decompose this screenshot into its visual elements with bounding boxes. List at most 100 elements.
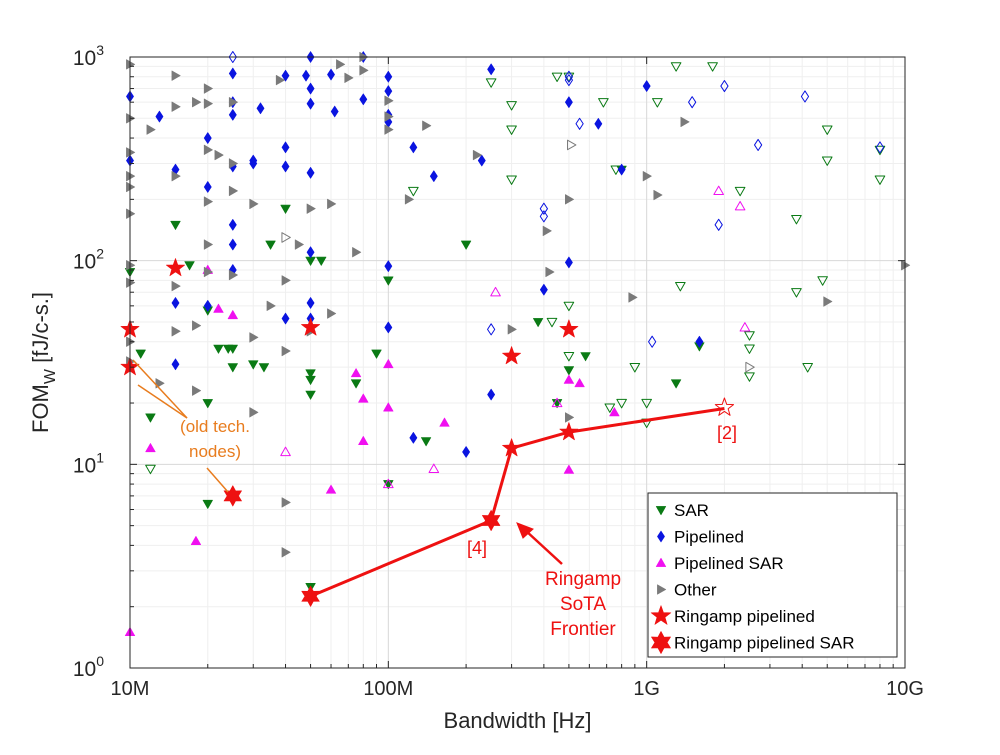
- pipelined-sar-point: [439, 417, 450, 427]
- other-point: [126, 181, 136, 193]
- sar-hollow-point: [744, 331, 755, 341]
- other-point: [472, 149, 482, 161]
- other-point: [344, 72, 354, 83]
- plot-frame: [129, 56, 906, 669]
- sar-hollow-point: [802, 363, 813, 373]
- ref-4-label: [4]: [467, 538, 487, 558]
- y-tick-label: 102: [73, 246, 104, 274]
- other-point: [384, 111, 394, 122]
- other-point: [281, 275, 291, 286]
- sar-point: [316, 256, 327, 266]
- y-tick-label: 100: [73, 653, 104, 681]
- other-point: [422, 120, 432, 131]
- other-point: [214, 149, 224, 161]
- sar-hollow-point: [874, 145, 886, 156]
- other-point: [384, 124, 394, 135]
- sar-hollow-point: [821, 156, 833, 166]
- ringamp-pipelined-point: [301, 317, 321, 336]
- other-point: [281, 345, 291, 357]
- pipelined-point: [281, 312, 290, 325]
- other-point: [266, 300, 276, 311]
- sar-hollow-point: [506, 125, 517, 135]
- sar-hollow-point: [563, 351, 575, 362]
- sar-point: [184, 261, 195, 271]
- sar-point: [202, 399, 213, 409]
- legend-label: Other: [674, 581, 717, 600]
- pipelined-hollow-point: [875, 141, 885, 154]
- pipelined-point: [171, 297, 180, 309]
- other-point: [203, 196, 213, 207]
- pipelined-point: [384, 70, 393, 83]
- sar-point: [371, 349, 382, 359]
- other-point: [203, 144, 213, 155]
- pipelined-point: [539, 283, 548, 296]
- other-point: [249, 332, 259, 343]
- pipelined-point: [409, 431, 418, 444]
- other-point: [171, 326, 181, 337]
- other-point: [384, 95, 394, 106]
- other-point: [126, 208, 136, 219]
- other-point: [327, 308, 337, 319]
- other-point: [146, 124, 156, 135]
- pipelined-sar-hollow-point: [490, 286, 501, 297]
- other-hollow-point: [745, 361, 755, 373]
- pipelined-sar-hollow-point: [739, 322, 751, 332]
- pipelined-hollow-point: [564, 70, 574, 83]
- ringamp-pipelined-point: [166, 258, 185, 277]
- pipelined-point: [487, 63, 496, 76]
- sar-hollow-point: [551, 72, 563, 83]
- other-point: [823, 296, 833, 307]
- legend-label: Ringamp pipelined: [674, 607, 815, 626]
- pipelined-hollow-point: [564, 74, 574, 87]
- sar-hollow-point: [408, 186, 419, 197]
- pipelined-sar-point: [563, 464, 575, 474]
- pipelined-sar-hollow-point: [428, 463, 440, 473]
- legend-layer: SAR Pipelined Pipelined SAR Other Ringamp pi…: [647, 492, 898, 658]
- pipelined-hollow-point: [714, 218, 723, 231]
- other-point: [352, 247, 362, 258]
- other-point: [565, 412, 575, 423]
- old-nodes-leader-line: [137, 384, 188, 419]
- old-nodes-leader-line: [206, 467, 229, 493]
- legend-marker: [655, 506, 667, 516]
- sar-point: [533, 318, 544, 328]
- other-point: [249, 198, 259, 209]
- pipelined-sar-point: [190, 535, 202, 545]
- frontier-point: [301, 585, 320, 607]
- x-tick-label: 10M: [111, 678, 150, 700]
- axes-layer: 10M 100M 1G 10G 100 101 102 103 Bandwidth [Hz] FO…: [28, 42, 924, 733]
- sar-hollow-point: [563, 301, 575, 312]
- old-nodes-label: nodes): [189, 442, 241, 461]
- sar-point: [280, 204, 291, 214]
- other-point: [126, 171, 136, 182]
- other-point: [203, 83, 213, 94]
- sar-point: [248, 360, 259, 370]
- pipelined-point: [330, 105, 339, 118]
- other-point: [542, 225, 552, 237]
- pipelined-sar-point: [213, 303, 224, 313]
- other-point: [171, 70, 181, 81]
- other-hollow-point: [567, 139, 577, 151]
- x-tick-label: 10G: [886, 678, 924, 700]
- other-point: [306, 203, 316, 214]
- other-point: [228, 185, 238, 197]
- pipelined-sar-point: [358, 436, 369, 446]
- legend-marker: [655, 557, 667, 567]
- pipelined-sar-hollow-point: [383, 478, 394, 489]
- sar-hollow-point: [616, 398, 627, 409]
- sar-hollow-point: [506, 175, 517, 185]
- pipelined-sar-point: [383, 402, 394, 412]
- other-point: [294, 239, 304, 250]
- other-point: [336, 59, 346, 70]
- other-point: [171, 281, 181, 292]
- sar-point: [305, 369, 316, 379]
- sar-point: [305, 390, 316, 400]
- pipelined-hollow-point: [487, 323, 496, 336]
- other-point: [359, 65, 369, 76]
- pipelined-point: [384, 321, 393, 334]
- pipelined-point: [695, 335, 704, 348]
- sar-hollow-point: [598, 98, 609, 108]
- marks-layer: [120, 50, 911, 637]
- sar-point: [420, 437, 432, 447]
